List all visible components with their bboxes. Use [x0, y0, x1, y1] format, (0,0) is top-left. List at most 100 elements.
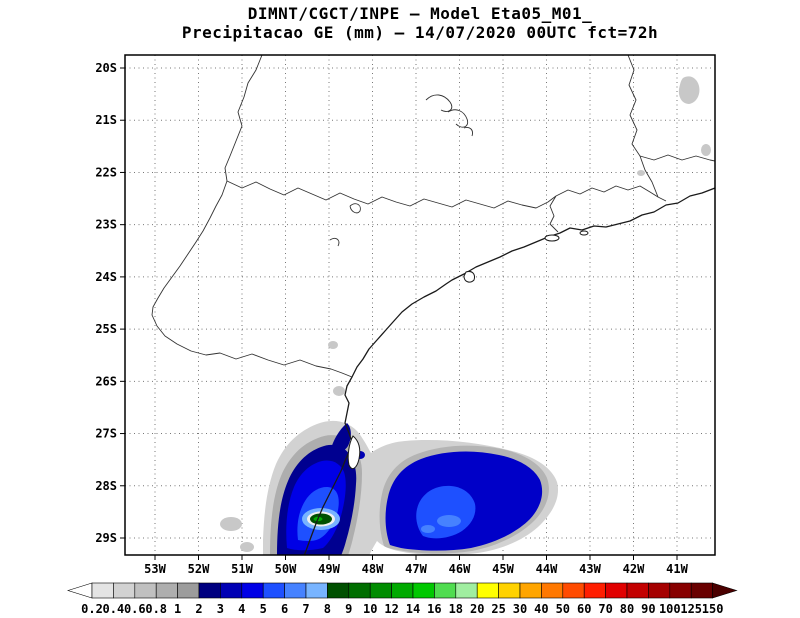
colorbar-label: 1 [174, 602, 181, 616]
colorbar-cell [648, 582, 671, 599]
colorbar-cell [91, 582, 114, 599]
chart-title-line2: Precipitacao GE (mm) — 14/07/2020 00UTC … [182, 23, 658, 42]
colorbar-label: 100 [659, 602, 681, 616]
colorbar-cell [220, 582, 243, 599]
precip-blue-west-spike [330, 423, 351, 454]
colorbar-cell [241, 582, 264, 599]
coastline [303, 187, 715, 555]
state-border-rj-mg [555, 185, 667, 202]
colorbar-label: 4 [238, 602, 245, 616]
colorbar-label: 25 [491, 602, 505, 616]
precip-blue-east-core [416, 485, 476, 539]
chart-title-line1: DIMNT/CGCT/INPE — Model Eta05_M01_ [248, 4, 593, 23]
state-border-rj-sp [549, 195, 559, 233]
island-sao-sebastiao [463, 271, 475, 283]
colorbar-label: 70 [598, 602, 612, 616]
colorbar-label: 50 [556, 602, 570, 616]
map-frame [124, 54, 716, 556]
colorbar-label: 0.2 [81, 602, 103, 616]
lat-tick-label: 22S [95, 165, 117, 179]
colorbar-label: 12 [384, 602, 398, 616]
lat-tick-label: 29S [95, 531, 117, 545]
colorbar-cell [177, 582, 200, 599]
state-border-es-south [639, 155, 659, 198]
colorbar: 0.2 0.4 0.6 0.8 1 2 3 4 5 6 7 8 9 10 12 14 16 18 20 25 30 40 5… [66, 582, 738, 616]
lake-sp-2 [329, 237, 340, 247]
colorbar-label: 5 [260, 602, 267, 616]
state-border-north [226, 180, 557, 209]
lake-sp-1 [349, 203, 361, 214]
colorbar-label: 7 [302, 602, 309, 616]
precip-speck-northeast [678, 76, 700, 104]
island-ilha-grande [544, 234, 560, 242]
lake-furnas-1 [425, 94, 453, 112]
lat-tick-label: 27S [95, 427, 117, 441]
lon-tick-label: 48W [362, 562, 384, 576]
island-florianopolis [347, 435, 361, 470]
state-border-es-east [639, 154, 715, 162]
island-small-rj [579, 230, 589, 236]
precip-speck-east1 [701, 144, 711, 156]
colorbar-cell [327, 582, 350, 599]
colorbar-cell [626, 582, 649, 599]
colorbar-label: 0.6 [124, 602, 146, 616]
state-border-mg-es [627, 55, 641, 157]
colorbar-label: 150 [702, 602, 724, 616]
colorbar-label: 40 [534, 602, 548, 616]
colorbar-label: 20 [470, 602, 484, 616]
colorbar-label: 8 [324, 602, 331, 616]
colorbar-label: 16 [427, 602, 441, 616]
colorbar-label: 14 [406, 602, 420, 616]
precip-layer [220, 76, 711, 555]
colorbar-arrow-left [66, 582, 93, 599]
lon-tick-label: 53W [144, 562, 166, 576]
colorbar-label: 2 [195, 602, 202, 616]
colorbar-cell [391, 582, 414, 599]
state-border-west [151, 55, 353, 378]
colorbar-cell [434, 582, 457, 599]
colorbar-arrow-right [712, 582, 738, 599]
lat-tick-label: 28S [95, 479, 117, 493]
colorbar-cell [412, 582, 435, 599]
colorbar-cell [369, 582, 392, 599]
lat-tick-label: 20S [95, 61, 117, 75]
colorbar-label: 125 [680, 602, 702, 616]
precip-speck-coast1 [328, 341, 338, 349]
lat-tick-label: 21S [95, 113, 117, 127]
colorbar-cell [690, 582, 713, 599]
lon-tick-label: 51W [231, 562, 253, 576]
precip-speck-southwest2 [240, 542, 254, 552]
precip-speck-east2 [637, 170, 645, 176]
colorbar-label: 80 [620, 602, 634, 616]
colorbar-cell [562, 582, 585, 599]
colorbar-label: 30 [513, 602, 527, 616]
lat-tick-label: 23S [95, 218, 117, 232]
colorbar-cell [541, 582, 564, 599]
colorbar-cell [348, 582, 371, 599]
colorbar-label: 60 [577, 602, 591, 616]
colorbar-cell [262, 582, 285, 599]
precip-blue-east-spot [437, 515, 461, 527]
lon-tick-label: 50W [275, 562, 297, 576]
axis-layer: 20S 21S 22S 23S 24S 25S 26S 27S 28S 29S 53W 52W 51W 5… [95, 61, 688, 576]
colorbar-cell [476, 582, 499, 599]
lon-tick-label: 42W [623, 562, 645, 576]
lon-tick-label: 47W [405, 562, 427, 576]
colorbar-label: 9 [345, 602, 352, 616]
lake-furnas-3 [463, 127, 473, 137]
colorbar-cell [113, 582, 136, 599]
colorbar-label: 90 [641, 602, 655, 616]
lon-tick-label: 52W [188, 562, 210, 576]
colorbar-cell [519, 582, 542, 599]
colorbar-cell [155, 582, 178, 599]
colorbar-label: 0.4 [103, 602, 125, 616]
colorbar-cell [305, 582, 328, 599]
lake-furnas-2 [447, 109, 469, 128]
colorbar-cell [498, 582, 521, 599]
colorbar-cell [198, 582, 221, 599]
colorbar-label: 10 [363, 602, 377, 616]
geo-layer [151, 55, 715, 555]
colorbar-cell [605, 582, 628, 599]
